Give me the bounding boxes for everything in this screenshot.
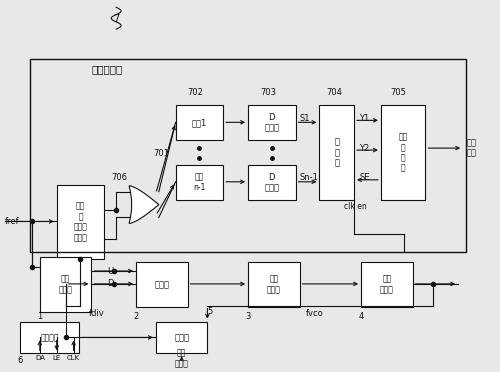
Text: Sn-1: Sn-1 [300,173,318,182]
Text: clk en: clk en [344,202,367,211]
Text: 选
样
器: 选 样 器 [334,138,339,167]
Bar [136,262,188,307]
Bar [381,106,426,200]
Bar [248,106,296,140]
Bar [176,165,223,200]
Text: 延时
n-1: 延时 n-1 [194,173,205,192]
Text: 锁定指示器: 锁定指示器 [92,64,122,74]
Bar [56,185,104,259]
Text: U: U [107,266,113,276]
Text: 电荷泵: 电荷泵 [154,280,170,289]
Text: 702: 702 [188,88,204,97]
Text: 三线接口: 三线接口 [40,333,59,342]
Text: 703: 703 [260,88,276,97]
Text: 鉴相
鉴频器: 鉴相 鉴频器 [58,275,72,294]
Text: fvco: fvco [306,309,324,318]
Text: 锁定
指示: 锁定 指示 [466,138,476,158]
Text: 延时1: 延时1 [192,118,207,127]
Bar [156,321,208,353]
Bar [248,262,300,307]
Text: 分频器: 分频器 [174,333,189,342]
Text: SE: SE [359,173,370,182]
Text: LE: LE [52,355,61,361]
PathPatch shape [129,186,159,224]
Text: 7: 7 [113,14,119,24]
Text: D: D [106,279,113,288]
Text: 频率
控制字: 频率 控制字 [174,349,188,368]
Text: 706: 706 [111,173,127,182]
Text: D
触发器: D 触发器 [264,113,280,132]
Text: 3: 3 [246,312,250,321]
Bar [40,257,92,312]
Text: S1: S1 [300,114,310,123]
Text: 2: 2 [134,312,138,321]
Text: DA: DA [35,355,45,361]
Bar [20,321,80,353]
Text: 分频
比
可编程
分频器: 分频 比 可编程 分频器 [74,202,88,242]
Bar [320,106,354,200]
Text: 704: 704 [326,88,342,97]
Text: fref: fref [5,217,20,226]
Text: 705: 705 [391,88,406,97]
Bar [361,262,412,307]
Text: CLK: CLK [67,355,80,361]
Bar [30,59,466,252]
Text: 1: 1 [37,312,43,321]
Text: 701: 701 [153,148,168,158]
Text: 环路
滤波器: 环路 滤波器 [267,275,280,294]
Text: 5: 5 [208,307,213,316]
Text: 精度
控
制
器: 精度 控 制 器 [398,132,408,173]
Text: 4: 4 [358,312,364,321]
Text: 压控
振荡器: 压控 振荡器 [380,275,394,294]
Bar [248,165,296,200]
Text: D
触发器: D 触发器 [264,173,280,192]
Text: Y2: Y2 [359,144,370,153]
Text: Y1: Y1 [359,114,370,123]
Text: 6: 6 [18,356,22,365]
Text: fdiv: fdiv [88,309,104,318]
Bar [176,106,223,140]
